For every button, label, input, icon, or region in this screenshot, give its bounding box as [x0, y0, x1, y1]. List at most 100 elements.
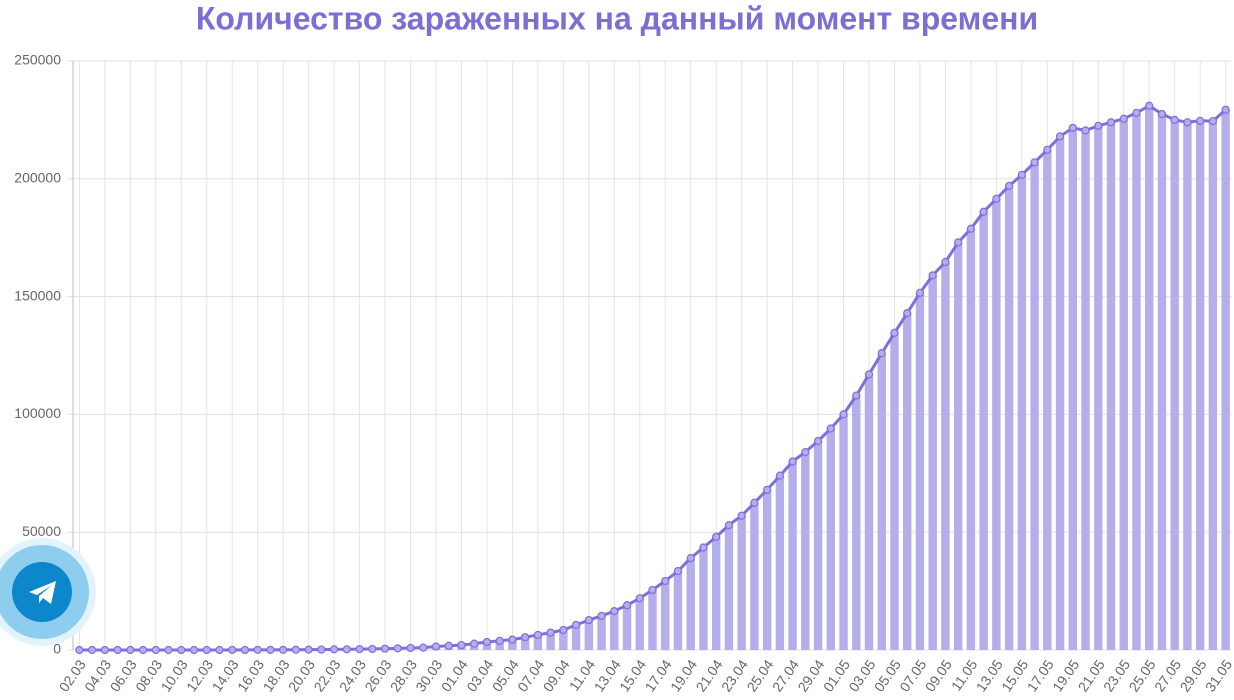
point	[457, 640, 466, 650]
point	[890, 328, 899, 337]
x-tick-label: 10.03	[158, 657, 191, 695]
point	[1106, 118, 1116, 127]
x-tick-label: 05.04	[489, 657, 522, 695]
x-tick-label: 03.05	[845, 657, 878, 695]
bar	[571, 625, 581, 650]
bar	[724, 525, 734, 650]
point	[444, 641, 453, 650]
point	[177, 645, 186, 655]
bar	[610, 611, 619, 650]
bar	[584, 620, 594, 650]
point	[737, 511, 746, 520]
bar	[1055, 136, 1065, 651]
point	[712, 532, 721, 542]
x-tick-label: 17.05	[1024, 657, 1057, 695]
y-tick-label: 100000	[14, 405, 61, 421]
point	[954, 238, 963, 247]
y-tick-label: 150000	[14, 287, 61, 303]
bar	[648, 589, 657, 650]
point	[559, 625, 568, 635]
point	[610, 607, 619, 616]
bar	[1017, 174, 1027, 650]
point	[521, 633, 530, 642]
x-tick-label: 27.05	[1151, 657, 1184, 695]
x-tick-label: 02.03	[56, 657, 89, 695]
point	[788, 457, 797, 466]
bar	[1004, 185, 1014, 651]
y-tick-label: 250000	[14, 52, 61, 68]
bar	[1106, 122, 1116, 651]
x-tick-label: 23.05	[1100, 657, 1133, 695]
bar	[864, 374, 874, 650]
point	[941, 257, 950, 267]
point	[533, 630, 542, 640]
point	[775, 471, 784, 480]
point	[304, 645, 313, 654]
bar	[495, 640, 504, 650]
point	[813, 436, 823, 446]
point	[495, 636, 504, 645]
bar	[508, 639, 517, 650]
bar	[1119, 118, 1128, 651]
x-tick-label: 17.04	[642, 657, 675, 695]
point	[291, 645, 300, 654]
bar	[1043, 149, 1052, 650]
bar	[711, 536, 721, 650]
point	[355, 645, 364, 654]
x-tick-label: 14.03	[208, 657, 241, 695]
x-tick-label: 22.03	[310, 657, 343, 695]
point	[686, 554, 695, 563]
point	[826, 424, 835, 433]
bar	[1094, 125, 1103, 651]
point	[164, 645, 173, 655]
x-tick-label: 20.03	[285, 657, 318, 695]
bar	[622, 605, 632, 650]
point	[1030, 158, 1039, 167]
x-tick-label: 21.05	[1075, 657, 1108, 695]
point	[368, 644, 377, 654]
y-tick-label: 0	[53, 641, 61, 657]
point	[1119, 114, 1128, 123]
x-tick-label: 12.03	[183, 657, 216, 695]
button-core	[12, 562, 72, 622]
bar	[1208, 121, 1218, 650]
point	[1081, 126, 1090, 135]
point	[979, 207, 988, 216]
x-tick-label: 09.04	[540, 657, 573, 695]
telegram-button[interactable]	[0, 538, 96, 646]
x-tick-label: 29.04	[794, 657, 827, 695]
x-tick-label: 29.05	[1176, 657, 1209, 695]
bar	[1157, 114, 1167, 650]
point	[801, 447, 810, 457]
bar	[1195, 120, 1205, 650]
bar	[953, 242, 963, 651]
point	[202, 645, 211, 655]
point	[1145, 101, 1154, 110]
x-tick-label: 01.05	[820, 657, 853, 695]
point	[928, 271, 937, 280]
point	[699, 543, 708, 552]
x-tick-label: 31.05	[1202, 657, 1234, 695]
y-tick-label: 200000	[14, 170, 61, 186]
bar	[915, 292, 925, 650]
bar	[597, 615, 606, 650]
y-tick-label: 50000	[22, 523, 61, 539]
x-tick-label: 07.04	[514, 657, 547, 695]
point	[1068, 123, 1077, 133]
bar	[1221, 109, 1230, 650]
x-tick-label: 23.04	[718, 657, 751, 695]
point	[966, 224, 976, 233]
x-tick-label: 27.04	[769, 657, 802, 695]
bar	[546, 632, 555, 650]
x-tick-label: 19.04	[667, 657, 700, 695]
x-tick-label: 13.05	[973, 657, 1006, 695]
bar	[559, 629, 568, 650]
telegram-icon	[29, 581, 56, 604]
x-tick-label: 28.03	[387, 657, 420, 695]
point	[1183, 118, 1192, 127]
bar	[762, 489, 772, 650]
bar	[1068, 127, 1077, 650]
point	[1005, 181, 1014, 190]
point	[329, 645, 339, 654]
